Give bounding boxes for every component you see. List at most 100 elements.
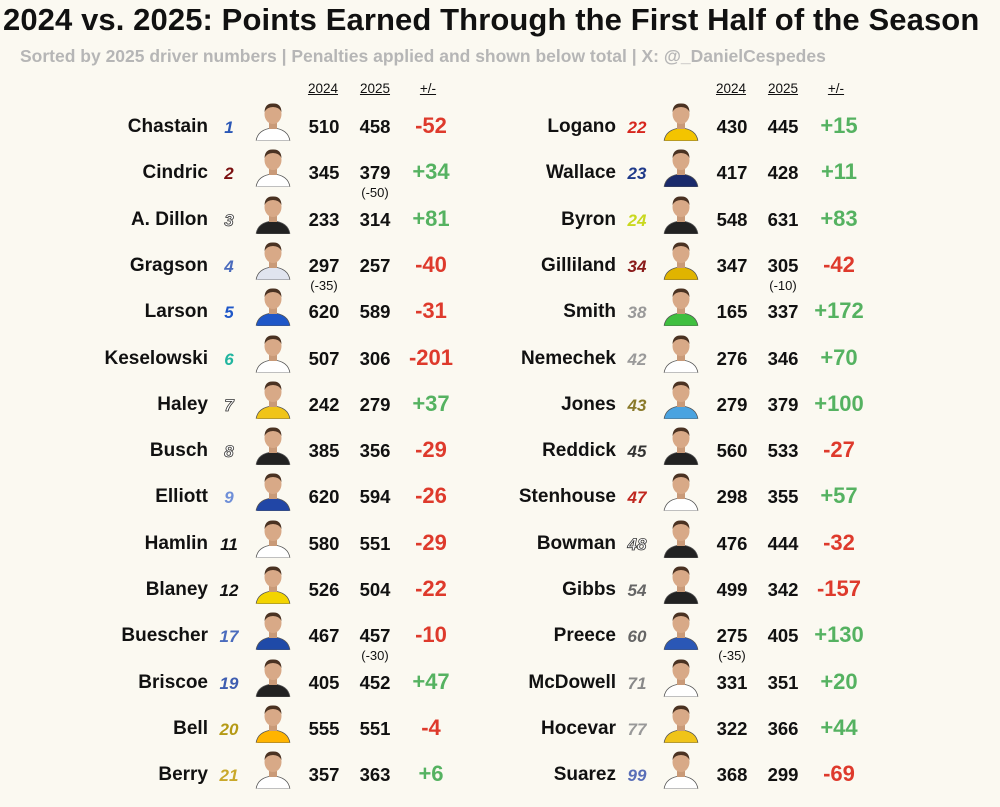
car-number: 20 <box>219 719 239 739</box>
table-row: Jones 43 279 379 +100 <box>438 376 898 437</box>
table-row: Gibbs 54 499 342 -157 <box>438 562 898 622</box>
points-2024: 233 <box>308 208 340 230</box>
driver-name: Suarez <box>553 764 616 786</box>
penalty-2025: (-30) <box>361 648 389 664</box>
points-difference: -69 <box>823 761 855 787</box>
driver-name: Elliott <box>155 486 208 508</box>
driver-avatar <box>660 237 702 280</box>
table-row: Buescher 17 467 457 (-30) -10 <box>30 608 490 668</box>
points-difference: +20 <box>820 668 858 694</box>
car-number: 43 <box>627 395 647 415</box>
points-2024: 476 <box>716 532 748 554</box>
points-difference: -22 <box>415 576 447 601</box>
driver-name: Gibbs <box>562 579 616 600</box>
points-2024: 279 <box>716 393 748 415</box>
column-header-2025-left: 2025 <box>359 81 391 96</box>
driver-avatar <box>252 700 294 743</box>
points-2024: 368 <box>716 764 748 786</box>
table-row: Berry 21 357 363 +6 <box>30 747 490 807</box>
points-difference: +81 <box>412 205 450 231</box>
driver-avatar <box>660 330 702 373</box>
points-difference: +70 <box>820 344 858 370</box>
car-number: 17 <box>219 627 239 647</box>
car-number: 71 <box>627 673 647 693</box>
points-2025: 631 <box>767 208 799 230</box>
driver-avatar <box>252 469 294 512</box>
table-row: Bell 20 555 551 -4 <box>30 700 490 761</box>
driver-avatar <box>252 191 294 234</box>
car-number: 34 <box>627 256 647 276</box>
points-difference: +100 <box>814 390 864 416</box>
points-difference: +6 <box>418 761 444 787</box>
points-2025: 337 <box>767 301 799 323</box>
driver-avatar <box>252 284 294 327</box>
car-number: 24 <box>627 210 647 230</box>
car-number: 23 <box>627 164 647 184</box>
car-number: 99 <box>627 766 647 786</box>
points-2024: 499 <box>716 579 748 600</box>
driver-avatar <box>252 562 294 604</box>
driver-name: Wallace <box>545 162 616 184</box>
points-2025: 551 <box>359 532 391 554</box>
car-number: 60 <box>627 627 647 647</box>
points-2024: 297 <box>308 254 340 276</box>
penalty-2025: (-10) <box>769 277 797 293</box>
table-row: Stenhouse 47 298 355 +57 <box>438 469 898 529</box>
table-row: Bowman 48 476 444 -32 <box>438 515 898 576</box>
driver-avatar <box>252 99 294 141</box>
driver-name: Byron <box>561 208 616 230</box>
chart-title: 2024 vs. 2025: Points Earned Through the… <box>3 2 980 37</box>
driver-avatar <box>660 469 702 512</box>
column-header-diff-left: +/- <box>419 81 437 96</box>
driver-name: Stenhouse <box>518 486 616 508</box>
driver-avatar <box>660 700 702 743</box>
points-difference: +57 <box>820 483 858 509</box>
points-2025: 452 <box>359 671 391 693</box>
car-number: 2 <box>224 164 234 184</box>
driver-avatar <box>252 330 294 373</box>
points-2025: 444 <box>767 532 799 554</box>
table-row: Byron 24 548 631 +83 <box>438 191 898 252</box>
driver-avatar <box>660 562 702 604</box>
table-row: Preece 60 275 405 (-35) +130 <box>438 608 898 668</box>
penalty-2024: (-35) <box>310 277 338 293</box>
column-header-diff-right: +/- <box>827 81 845 96</box>
points-2025: 379 <box>359 162 391 184</box>
points-2025: 346 <box>767 347 799 369</box>
points-2024: 507 <box>308 347 340 369</box>
points-2024: 510 <box>308 116 340 137</box>
points-2024: 165 <box>716 301 748 323</box>
points-difference: -31 <box>415 298 447 324</box>
driver-avatar <box>252 608 294 651</box>
points-difference: -10 <box>415 622 447 648</box>
points-2025: 355 <box>767 486 799 508</box>
driver-name: Jones <box>561 393 616 415</box>
driver-name: Hocevar <box>541 717 616 739</box>
points-2024: 560 <box>716 440 748 462</box>
points-2024: 405 <box>308 671 340 693</box>
car-number: 38 <box>627 303 647 323</box>
points-2025: 504 <box>359 579 391 600</box>
car-number: 42 <box>627 349 647 369</box>
driver-avatar <box>660 515 702 558</box>
points-difference: +15 <box>820 113 858 138</box>
points-difference: -29 <box>415 529 447 555</box>
points-2025: 314 <box>359 208 391 230</box>
points-difference: -201 <box>408 344 454 370</box>
driver-name: Larson <box>144 301 208 323</box>
table-row: Suarez 99 368 299 -69 <box>438 747 898 807</box>
points-2025: 306 <box>359 347 391 369</box>
points-difference: -52 <box>415 113 447 138</box>
driver-name: Haley <box>157 393 208 415</box>
column-header-2025-right: 2025 <box>767 81 799 96</box>
driver-avatar <box>660 376 702 419</box>
points-2025: 305 <box>767 254 799 276</box>
car-number: 11 <box>220 534 238 554</box>
driver-avatar <box>252 237 294 280</box>
column-header-2024-right: 2024 <box>715 81 747 96</box>
driver-name: Preece <box>553 625 616 647</box>
table-row: Busch 8 385 356 -29 <box>30 423 490 483</box>
driver-avatar <box>660 654 702 697</box>
driver-avatar <box>660 145 702 188</box>
column-header-2024-left: 2024 <box>307 81 339 96</box>
